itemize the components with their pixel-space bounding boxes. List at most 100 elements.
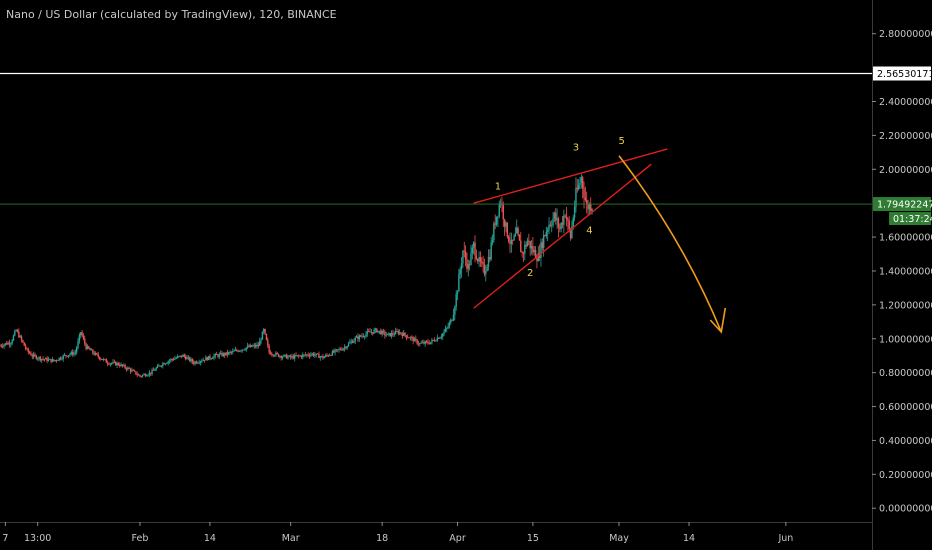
candle-body [230, 351, 233, 353]
candle-body [315, 353, 317, 355]
candle-body [366, 331, 369, 334]
candle-body [412, 337, 414, 342]
candle-body [452, 314, 455, 321]
candle-body [53, 359, 55, 361]
candle-body [533, 250, 535, 253]
candle-body [347, 343, 350, 347]
candle-body [57, 360, 59, 362]
candle-body [82, 335, 85, 339]
candle-body [530, 245, 533, 249]
candle-body [289, 355, 292, 358]
candle-body [245, 347, 247, 350]
candle-body [294, 355, 296, 359]
candle-body [121, 364, 124, 366]
candle-body [35, 355, 38, 359]
candle-body [268, 345, 270, 353]
drawings-layer: 1 2 3 4 5 [473, 136, 727, 334]
hlines-layer [0, 72, 872, 205]
candle-body [404, 332, 406, 336]
candle-body [342, 348, 344, 351]
candle-body [272, 354, 274, 356]
candle-body [105, 359, 108, 363]
candle-body [300, 355, 303, 358]
candle-body [81, 332, 83, 336]
candle-body [482, 262, 484, 265]
candle-body [287, 356, 289, 359]
candle-body [159, 365, 161, 367]
candle-body [73, 352, 75, 355]
candle-body [26, 348, 28, 350]
candle-body [559, 227, 561, 229]
candle-body [338, 349, 340, 350]
candle-body [98, 356, 101, 359]
candle-body [183, 354, 186, 357]
candle-body [468, 264, 471, 266]
candle-body [481, 261, 483, 263]
candle-body [135, 371, 137, 375]
candle-body [436, 337, 439, 341]
candle-body [28, 351, 31, 354]
candle-body [275, 352, 277, 356]
candle-body [90, 349, 93, 351]
y-tick-label: 1.20000000 [879, 300, 932, 311]
candle-body [257, 344, 260, 346]
candle-body [565, 216, 568, 220]
forecast-arrow-line [618, 155, 723, 333]
candle-body [31, 355, 33, 357]
candle-body [433, 340, 436, 341]
candle-body [116, 363, 118, 366]
candle-body [143, 374, 145, 376]
candle-body [259, 340, 261, 346]
candle-body [302, 354, 304, 358]
candle-body [421, 342, 424, 344]
candle-body [27, 348, 29, 352]
candle-body [71, 352, 74, 355]
candle-body [357, 336, 359, 340]
candle-body [446, 327, 448, 329]
candle-body [233, 350, 235, 352]
candle-body [572, 217, 574, 227]
candle-body [555, 212, 557, 221]
candle-body [507, 236, 510, 242]
candle-body [512, 239, 514, 241]
candle-body [561, 222, 564, 225]
candle-body [350, 341, 352, 343]
candle-body [456, 291, 459, 294]
candle-body [497, 216, 499, 217]
candle-body [354, 337, 356, 341]
candle-body [462, 250, 464, 264]
candle-body [448, 322, 451, 327]
candle-body [244, 349, 246, 351]
candle-body [213, 355, 215, 359]
candle-body [581, 177, 584, 189]
candle-body [65, 354, 67, 356]
candle-body [100, 358, 102, 360]
candle-body [437, 337, 440, 339]
candle-body [384, 331, 386, 336]
candle-body [74, 352, 77, 354]
candle-body [588, 204, 591, 210]
candle-body [182, 354, 184, 357]
candle-body [199, 361, 202, 363]
candle-body [129, 368, 132, 372]
candle-body [416, 339, 418, 344]
candle-body [314, 354, 316, 356]
candle-body [318, 353, 320, 358]
candle-body [167, 361, 169, 364]
candle-body [3, 344, 5, 347]
candle-body [413, 338, 416, 342]
candle-body [333, 351, 335, 353]
candle-body [372, 332, 374, 334]
x-tick-label: Mar [282, 533, 300, 544]
candle-body [526, 240, 529, 247]
candle-body [160, 365, 163, 367]
candle-body [139, 374, 141, 377]
candle-body [156, 365, 159, 368]
wave-label-5: 5 [619, 136, 625, 147]
candle-body [442, 333, 444, 337]
current-price-label: 1.79492247 [877, 200, 932, 211]
candle-body [485, 270, 487, 275]
candle-body [152, 369, 155, 371]
candle-body [503, 219, 506, 227]
